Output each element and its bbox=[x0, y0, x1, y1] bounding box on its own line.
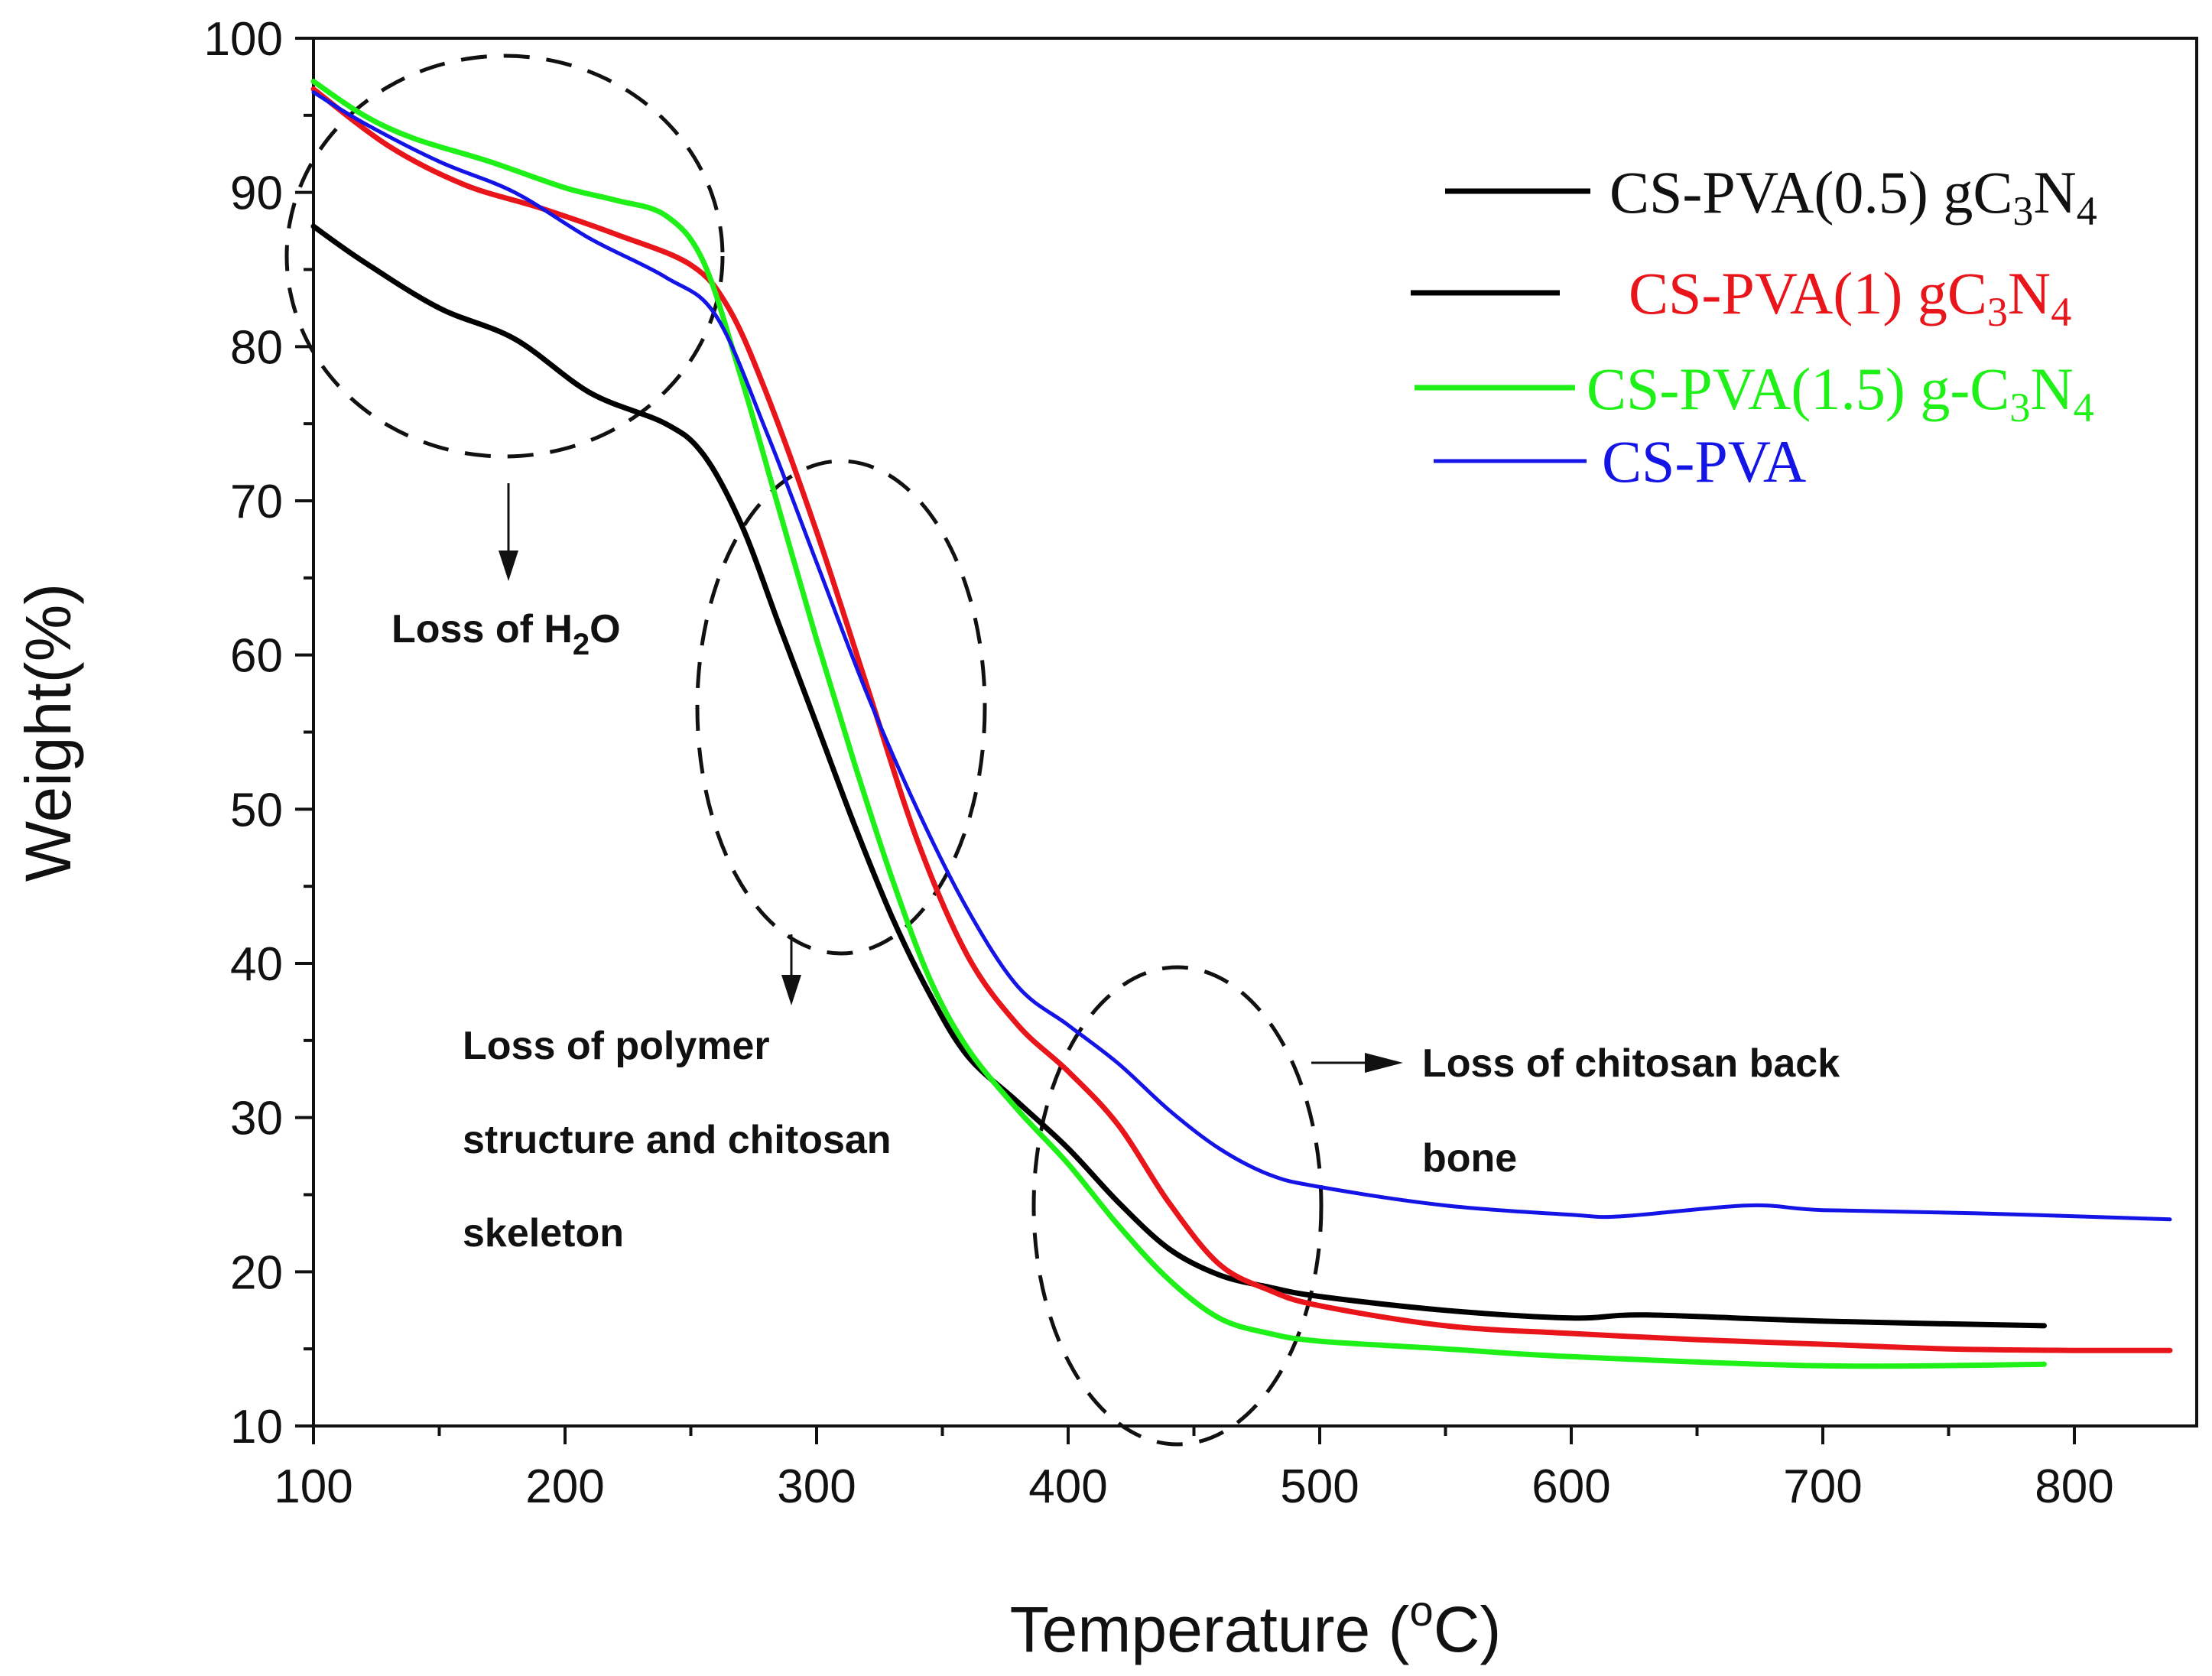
axis-ticks bbox=[295, 37, 2076, 1444]
series-line-cs-pva bbox=[311, 90, 2172, 1222]
backbone-loss-line-2: bone bbox=[1422, 1136, 1517, 1181]
series-line-cs-pva-0.5 bbox=[310, 223, 2047, 1329]
x-tick-label: 600 bbox=[1532, 1460, 1610, 1513]
polymer-loss-line-1: Loss of polymer bbox=[463, 1024, 770, 1068]
y-tick-label: 60 bbox=[230, 630, 283, 683]
x-tick-label: 400 bbox=[1028, 1460, 1107, 1513]
polymer-loss-ellipse bbox=[695, 459, 987, 956]
backbone-arrow-head bbox=[1365, 1053, 1403, 1073]
y-tick-label: 40 bbox=[230, 938, 283, 991]
polymer-arrow-head bbox=[781, 975, 801, 1005]
polymer-loss-line-3: skeleton bbox=[463, 1211, 624, 1255]
legend: CS-PVA(0.5) gC3N4 CS-PVA(1) gC3N4 CS-PVA… bbox=[1411, 159, 2097, 495]
y-tick-label: 100 bbox=[204, 13, 283, 66]
x-tick-label: 800 bbox=[2035, 1460, 2113, 1513]
water-arrow-head bbox=[499, 551, 518, 581]
series-line-cs-pva-1 bbox=[310, 86, 2173, 1353]
y-tick-label: 30 bbox=[230, 1093, 283, 1145]
backbone-loss-line-1: Loss of chitosan back bbox=[1422, 1041, 1840, 1086]
x-tick-label: 700 bbox=[1783, 1460, 1862, 1513]
y-tick-label: 20 bbox=[230, 1246, 283, 1299]
legend-label-cs-pva-0.5: CS-PVA(0.5) gC3N4 bbox=[1609, 159, 2097, 234]
water-loss-label: Loss of H2O bbox=[391, 607, 621, 661]
y-tick-label: 80 bbox=[230, 321, 283, 374]
series-group bbox=[310, 79, 2173, 1369]
y-tick-label: 10 bbox=[230, 1401, 283, 1454]
legend-label-cs-pva-1: CS-PVA(1) gC3N4 bbox=[1629, 260, 2071, 335]
y-tick-label: 50 bbox=[230, 784, 283, 836]
x-tick-label: 300 bbox=[777, 1460, 856, 1513]
backbone-loss-ellipse bbox=[1031, 965, 1324, 1447]
y-axis-title: Weight(%) bbox=[12, 583, 84, 882]
water-loss-ellipse bbox=[284, 54, 725, 459]
series-line-cs-pva-1.5 bbox=[310, 79, 2047, 1369]
annotation-texts: Loss of H2O Loss of polymer structure an… bbox=[391, 607, 1840, 1255]
legend-label-cs-pva: CS-PVA bbox=[1602, 428, 1806, 495]
x-tick-label: 100 bbox=[274, 1460, 352, 1513]
annotation-graphics bbox=[284, 54, 1403, 1447]
x-tick-label: 500 bbox=[1280, 1460, 1359, 1513]
legend-label-cs-pva-1.5: CS-PVA(1.5) g-C3N4 bbox=[1587, 356, 2094, 430]
y-tick-label: 70 bbox=[230, 476, 283, 528]
x-tick-label: 200 bbox=[525, 1460, 604, 1513]
polymer-loss-line-2: structure and chitosan bbox=[463, 1118, 892, 1162]
y-tick-label: 90 bbox=[230, 167, 283, 220]
x-axis-title: Temperature (oC) bbox=[1010, 1587, 1502, 1665]
tick-labels: 100 200 300 400 500 600 700 800 10 20 30 40 50 60 70 80… bbox=[204, 13, 2114, 1513]
